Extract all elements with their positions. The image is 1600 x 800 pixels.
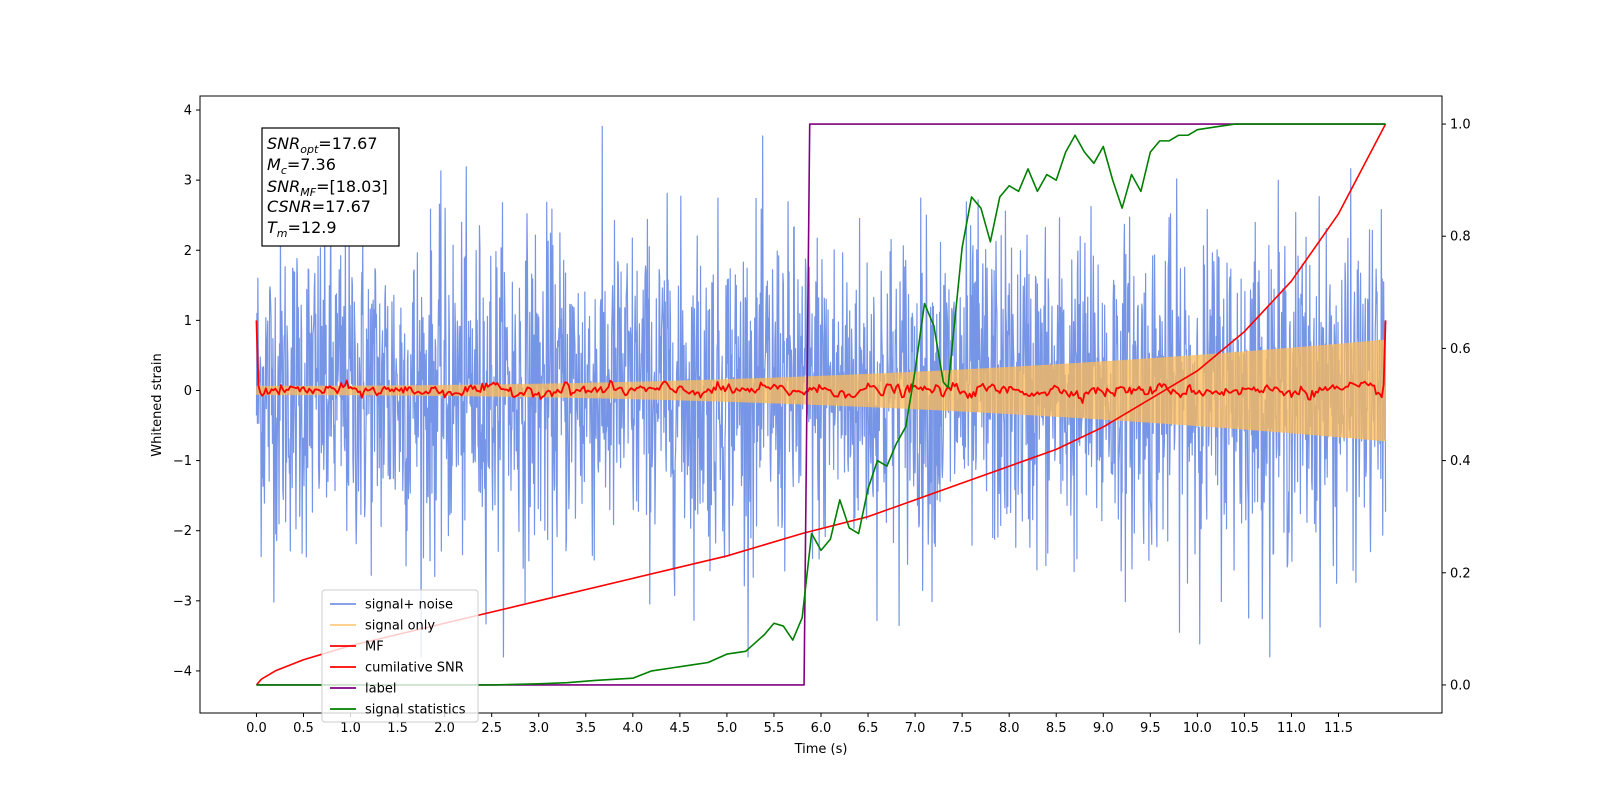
y-axis-left: −4 −3 −2 −1 0 1 2 3 4: [173, 104, 200, 679]
x-axis: 0.0 0.5 1.0 1.5 2.0 2.5 3.0 3.5 4.0 4.5 5.0 5.5 6.0 6…: [246, 713, 1353, 736]
x-tick-label: 11.5: [1324, 721, 1353, 736]
series-label: [256, 123, 1386, 686]
y-tick-label: −1: [173, 454, 192, 469]
x-tick-label: 10.5: [1230, 721, 1259, 736]
legend: signal+ noise signal only MF cumilative SNR…: [321, 589, 479, 723]
x-tick-label: 8.0: [999, 721, 1020, 736]
x-tick-label: 9.5: [1140, 721, 1161, 736]
legend-label: cumilative SNR: [365, 661, 464, 676]
y-axis-label: Whitened strain: [150, 353, 165, 456]
x-axis-label: Time (s): [794, 742, 848, 757]
series-signal-statistics: [256, 123, 1386, 686]
y-tick-label: 0: [184, 384, 192, 399]
y2-tick-label: 0.6: [1450, 342, 1471, 357]
x-tick-label: 11.0: [1277, 721, 1306, 736]
x-tick-label: 3.0: [528, 721, 549, 736]
x-tick-label: 5.5: [764, 721, 785, 736]
annotation-snr-mf: SNRMF=[18.03]: [267, 177, 388, 199]
x-tick-label: 0.0: [246, 721, 267, 736]
x-tick-label: 6.0: [811, 721, 832, 736]
legend-label: signal+ noise: [365, 598, 453, 613]
x-tick-label: 1.5: [387, 721, 408, 736]
x-tick-label: 5.0: [717, 721, 738, 736]
y2-tick-label: 0.8: [1450, 230, 1471, 245]
x-tick-label: 8.5: [1046, 721, 1067, 736]
legend-label: label: [365, 682, 396, 697]
y-tick-label: −2: [173, 524, 192, 539]
x-tick-label: 10.0: [1183, 721, 1212, 736]
y2-tick-label: 0.2: [1450, 566, 1471, 581]
y2-tick-label: 0.4: [1450, 454, 1471, 469]
x-tick-label: 1.0: [340, 721, 361, 736]
y-tick-label: −4: [173, 664, 192, 679]
annotation-csnr: CSNR=17.67: [267, 197, 371, 216]
stats-annotation-box: SNRopt=17.67 Mc=7.36 SNRMF=[18.03] CSNR=…: [261, 127, 400, 247]
x-tick-label: 7.5: [952, 721, 973, 736]
y2-tick-label: 1.0: [1450, 118, 1471, 133]
x-tick-label: 7.0: [905, 721, 926, 736]
legend-label: signal statistics: [365, 703, 466, 718]
x-tick-label: 4.0: [622, 721, 643, 736]
x-tick-label: 0.5: [293, 721, 314, 736]
x-tick-label: 9.0: [1093, 721, 1114, 736]
y-tick-label: 2: [184, 244, 192, 259]
x-tick-label: 4.5: [670, 721, 691, 736]
y-tick-label: −3: [173, 594, 192, 609]
x-tick-label: 2.5: [481, 721, 502, 736]
legend-frame: [321, 589, 479, 723]
x-tick-label: 2.0: [434, 721, 455, 736]
y-tick-label: 3: [184, 174, 192, 189]
annotation-tm: Tm=12.9: [267, 218, 337, 240]
annotation-mc: Mc=7.36: [267, 155, 336, 177]
y-axis-right: 0.0 0.2 0.4 0.6 0.8 1.0: [1442, 118, 1471, 693]
y-tick-label: 4: [184, 104, 192, 119]
y2-tick-label: 0.0: [1450, 678, 1471, 693]
x-tick-label: 3.5: [575, 721, 596, 736]
annotation-snr-opt: SNRopt=17.67: [267, 134, 378, 156]
x-tick-label: 6.5: [858, 721, 879, 736]
y-tick-label: 1: [184, 314, 192, 329]
legend-label: signal only: [365, 619, 435, 634]
series-mf: [255, 320, 1387, 404]
legend-label: MF: [365, 640, 384, 655]
